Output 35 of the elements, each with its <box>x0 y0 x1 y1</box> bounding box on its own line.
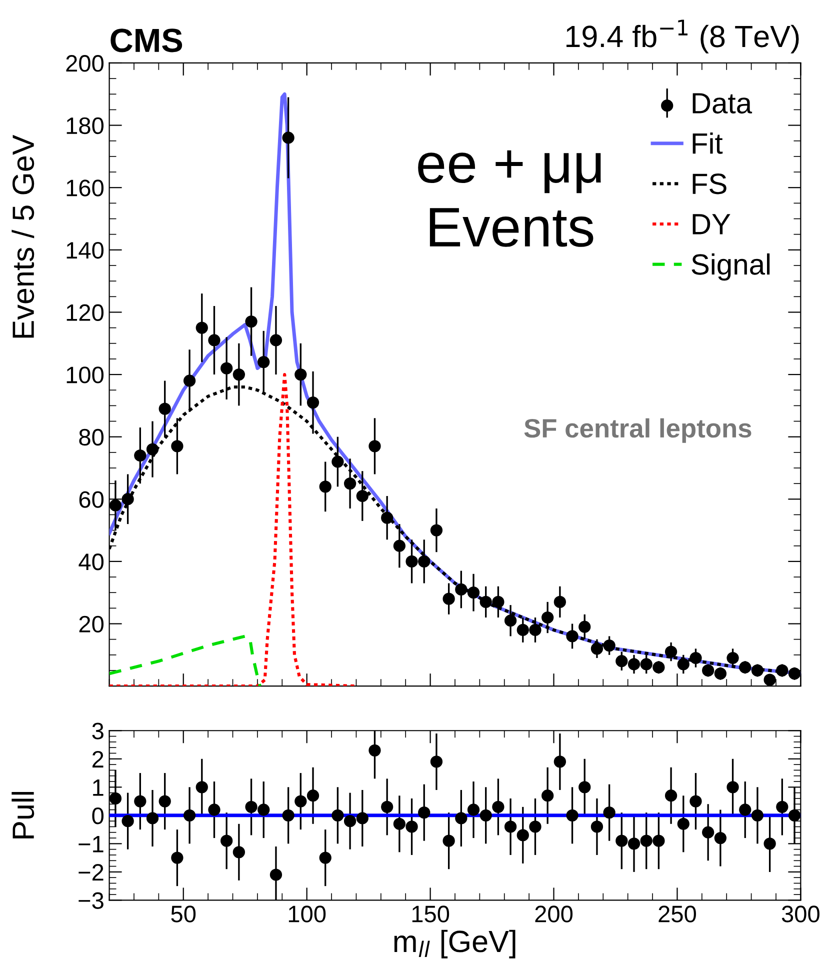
y-tick-label: 200 <box>66 55 104 72</box>
y-tick-label: 100 <box>66 366 104 384</box>
y-tick-label: 40 <box>78 554 104 570</box>
y-axis-title: Events / 5 GeV <box>12 134 34 338</box>
y-tick-label: −3 <box>78 892 104 909</box>
y-tick-label: 2 <box>92 750 104 768</box>
legend-label: Signal <box>692 253 770 281</box>
y-tick-label: 120 <box>66 304 104 321</box>
text: 19.4 fb$^{−1}$ (8 TeV) <box>566 20 799 54</box>
y-tick-label: 180 <box>66 117 104 134</box>
y-tick-label: 60 <box>79 491 104 508</box>
y-axis-title: Pull <box>12 792 34 838</box>
y-tick-label: 1 <box>93 779 104 796</box>
y-tick-label: 160 <box>66 180 104 196</box>
y-tick-label: −2 <box>78 864 104 880</box>
legend-label: DY <box>692 214 730 234</box>
y-tick-label: 3 <box>92 722 104 740</box>
y-tick-label: −1 <box>78 836 104 852</box>
chart-title: CMS <box>110 28 182 52</box>
y-tick-label: 0 <box>92 807 104 824</box>
x-tick-label: 200 <box>535 906 573 922</box>
legend-label: Data <box>692 93 752 114</box>
y-tick-label: 20 <box>79 616 104 633</box>
annotation: SF central leptons <box>524 418 752 443</box>
x-tick-label: 100 <box>288 906 326 922</box>
x-tick-label: 50 <box>171 906 196 922</box>
legend-label: Fit <box>692 132 723 154</box>
y-tick-label: 80 <box>79 428 104 446</box>
x-axis-title: m$_{ll}$ [GeV] <box>394 930 516 958</box>
x-tick-label: 300 <box>782 906 820 922</box>
x-tick-label: 150 <box>412 906 450 922</box>
y-tick-label: 140 <box>66 242 104 259</box>
annotation: ee + μμ Events <box>418 150 601 247</box>
legend-label: FS <box>692 174 726 194</box>
x-tick-label: 250 <box>658 906 696 922</box>
